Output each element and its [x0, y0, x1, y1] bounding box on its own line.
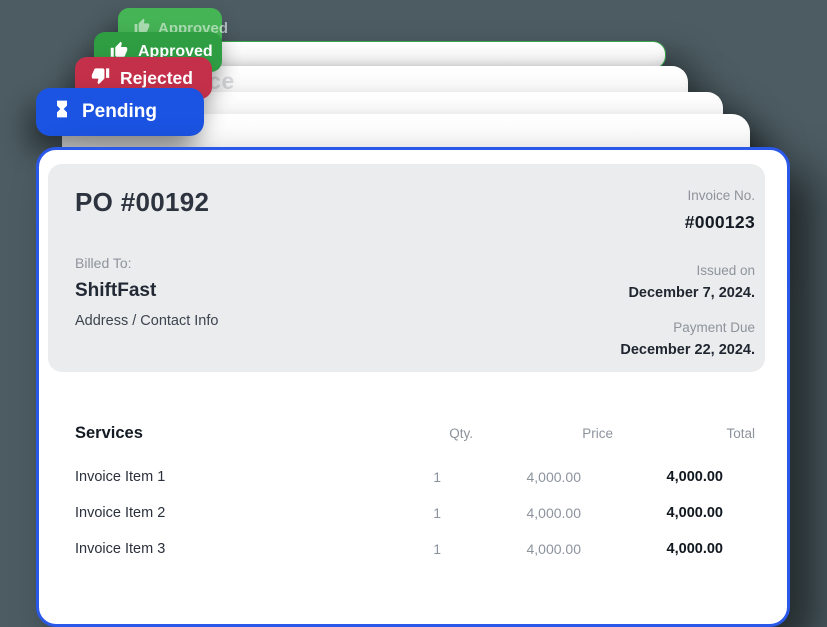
- table-row: Invoice Item 3 1 4,000.00 4,000.00: [75, 531, 755, 567]
- services-column-header: Services: [75, 424, 143, 442]
- payment-due-label: Payment Due: [673, 319, 755, 335]
- billed-to-address: Address / Contact Info: [75, 313, 219, 329]
- invoice-card: PO #00192 Billed To: ShiftFast Address /…: [36, 147, 790, 627]
- status-badge-label: Rejected: [120, 67, 193, 88]
- item-total: 4,000.00: [666, 541, 723, 557]
- item-qty: 1: [433, 469, 441, 485]
- item-total: 4,000.00: [666, 505, 723, 521]
- billed-to-label: Billed To:: [75, 255, 132, 271]
- item-qty: 1: [433, 541, 441, 557]
- item-total: 4,000.00: [666, 469, 723, 485]
- item-price: 4,000.00: [526, 469, 582, 485]
- qty-column-header: Qty.: [449, 426, 473, 441]
- price-column-header: Price: [582, 426, 613, 441]
- status-badge-label: Approved: [138, 43, 213, 60]
- invoice-no-value: #000123: [684, 211, 755, 232]
- item-price: 4,000.00: [526, 541, 582, 557]
- item-name: Invoice Item 3: [75, 541, 166, 557]
- item-name: Invoice Item 2: [75, 505, 166, 521]
- total-column-header: Total: [726, 426, 755, 441]
- issued-on-value: December 7, 2024.: [628, 284, 755, 301]
- thumbs-down-icon: [91, 66, 110, 90]
- status-badge-pending[interactable]: Pending: [36, 88, 204, 136]
- billed-to-name: ShiftFast: [75, 280, 157, 301]
- invoice-header-panel: PO #00192 Billed To: ShiftFast Address /…: [48, 164, 765, 372]
- services-table-header: Services Qty. Price Total: [75, 424, 755, 443]
- thumbs-up-icon: [110, 41, 128, 64]
- status-badge-label: Pending: [82, 101, 157, 122]
- po-number-title: PO #00192: [75, 187, 210, 217]
- billed-to-block: Billed To: ShiftFast Address / Contact I…: [75, 255, 218, 329]
- thumbs-up-icon: [134, 18, 150, 38]
- issued-on-label: Issued on: [696, 262, 755, 278]
- item-qty: 1: [433, 505, 441, 521]
- table-row: Invoice Item 2 1 4,000.00 4,000.00: [75, 495, 755, 531]
- invoice-stack-scene: Invoice Approved Approved Rejected: [36, 8, 790, 627]
- item-name: Invoice Item 1: [75, 469, 166, 485]
- invoice-meta-block: Invoice No. #000123 Issued on December 7…: [620, 187, 755, 372]
- item-price: 4,000.00: [526, 505, 582, 521]
- table-row: Invoice Item 1 1 4,000.00 4,000.00: [75, 459, 755, 495]
- payment-due-value: December 22, 2024.: [620, 341, 755, 358]
- invoice-no-label: Invoice No.: [687, 188, 755, 203]
- hourglass-icon: [52, 99, 72, 125]
- services-table: Services Qty. Price Total Invoice Item 1…: [75, 424, 755, 567]
